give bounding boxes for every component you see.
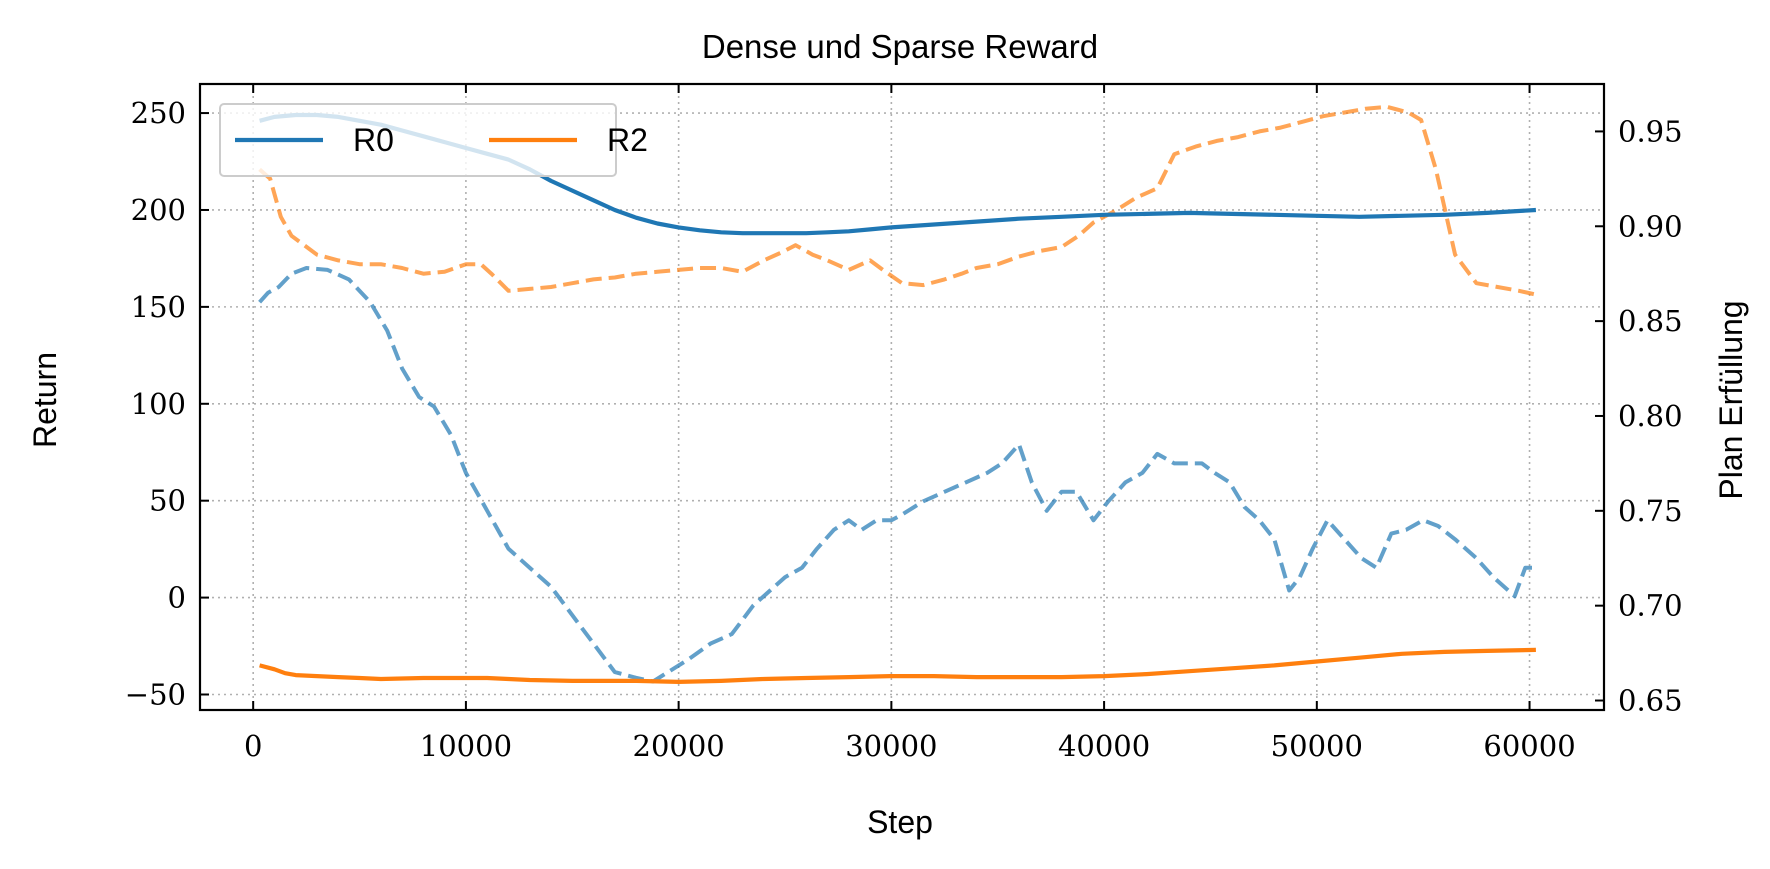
x-tick-label: 0 xyxy=(244,729,262,763)
y2-tick-label: 0.70 xyxy=(1618,589,1683,623)
y-tick-label: 250 xyxy=(131,96,186,130)
x-axis-label: Step xyxy=(867,804,933,840)
x-tick-label: 20000 xyxy=(633,729,725,763)
y2-tick-label: 0.80 xyxy=(1618,399,1683,433)
legend-label-r2: R2 xyxy=(607,122,648,158)
x-tick-label: 60000 xyxy=(1483,729,1575,763)
y2-tick-label: 0.85 xyxy=(1618,304,1683,338)
x-tick-label: 10000 xyxy=(420,729,512,763)
y2-tick-label: 0.75 xyxy=(1618,494,1683,528)
y-tick-label: 50 xyxy=(149,484,186,518)
y-tick-label: 100 xyxy=(131,387,186,421)
x-tick-label: 40000 xyxy=(1058,729,1150,763)
legend: R0 R2 xyxy=(220,104,648,176)
y2-axis-label: Plan Erfüllung xyxy=(1713,300,1749,499)
legend-label-r0: R0 xyxy=(353,122,394,158)
y2-tick-label: 0.95 xyxy=(1618,114,1683,148)
y-tick-label: −50 xyxy=(125,677,186,711)
y-tick-label: 150 xyxy=(131,290,186,324)
y-tick-label: 200 xyxy=(131,193,186,227)
y-tick-label: 0 xyxy=(168,581,186,615)
chart-title: Dense und Sparse Reward xyxy=(702,28,1098,65)
y2-tick-label: 0.65 xyxy=(1618,684,1683,718)
y2-tick-label: 0.90 xyxy=(1618,209,1683,243)
x-tick-label: 30000 xyxy=(845,729,937,763)
y-axis-label: Return xyxy=(27,352,63,448)
x-tick-label: 50000 xyxy=(1271,729,1363,763)
